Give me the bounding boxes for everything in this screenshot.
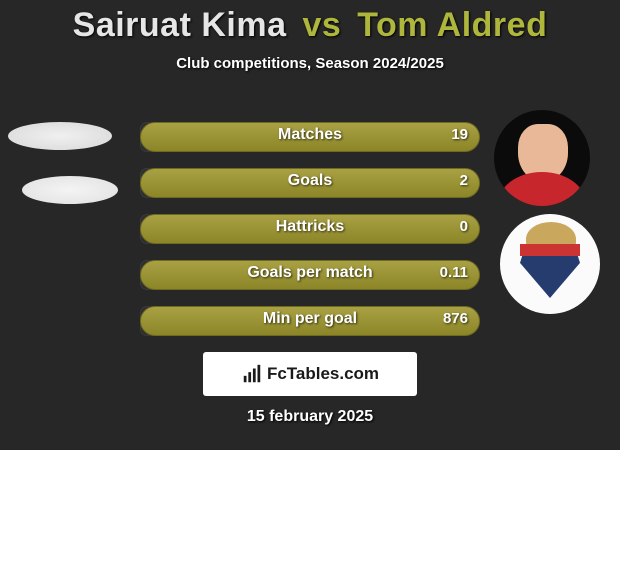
player2-name: Tom Aldred — [357, 6, 547, 44]
stat-value-right: 2 — [460, 172, 468, 189]
stat-value-right: 876 — [443, 310, 468, 327]
stat-bar-right — [140, 214, 480, 244]
brand-text: FcTables.com — [267, 364, 379, 384]
stat-row: Min per goal876 — [140, 302, 480, 338]
date-text: 15 february 2025 — [0, 408, 620, 426]
title: Sairuat Kima vs Tom Aldred — [0, 0, 620, 45]
stat-row: Matches19 — [140, 118, 480, 154]
player1-name: Sairuat Kima — [73, 6, 287, 44]
stat-value-right: 0 — [460, 218, 468, 235]
brand-badge: FcTables.com — [203, 352, 417, 396]
chart-icon — [241, 363, 263, 385]
player1-club-logo — [22, 176, 118, 204]
stat-bar-right — [140, 168, 480, 198]
stat-bar-right — [140, 260, 480, 290]
stat-value-right: 19 — [451, 126, 468, 143]
player1-avatar — [8, 122, 112, 150]
stats-block: Matches19 Goals2 Hattricks0 Goals per match… — [140, 118, 480, 348]
stat-value-right: 0.11 — [440, 264, 468, 281]
stat-row: Goals per match0.11 — [140, 256, 480, 292]
stat-row: Hattricks0 — [140, 210, 480, 246]
comparison-card: Sairuat Kima vs Tom Aldred Club competit… — [0, 0, 620, 450]
vs-text: vs — [302, 6, 341, 44]
stat-bar-right — [140, 306, 480, 336]
subtitle: Club competitions, Season 2024/2025 — [0, 55, 620, 72]
stat-row: Goals2 — [140, 164, 480, 200]
player2-avatar — [494, 110, 590, 206]
player2-club-logo — [500, 214, 600, 314]
stat-bar-right — [140, 122, 480, 152]
